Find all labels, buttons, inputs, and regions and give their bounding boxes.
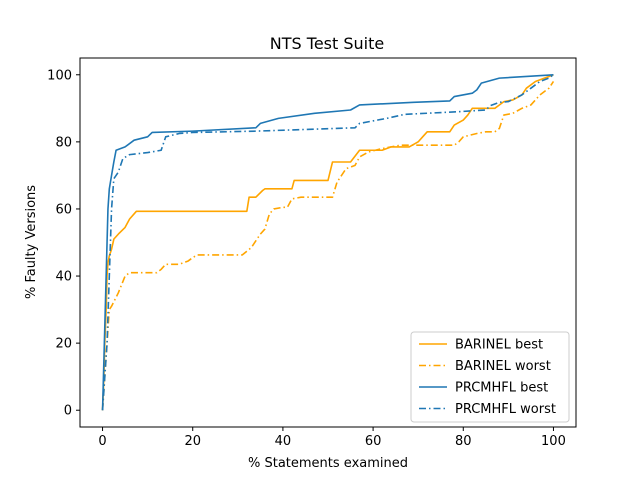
- x-tick-label: 80: [455, 434, 472, 449]
- x-axis-label: % Statements examined: [248, 456, 408, 471]
- plot-area: [101, 73, 555, 411]
- legend-box: [410, 331, 570, 423]
- y-tick-label: 0: [64, 404, 72, 419]
- legend: BARINEL best BARINEL worst PRCMHFL best PRC…: [410, 331, 570, 423]
- chart-title: NTS Test Suite: [270, 34, 384, 53]
- axes-frame: [79, 57, 577, 428]
- x-tick-label: 20: [184, 434, 201, 449]
- y-tick-label: 80: [55, 135, 72, 150]
- legend-label: PRCMHFL worst: [455, 402, 556, 417]
- y-axis: 0 20 40 60 80 100: [47, 68, 80, 419]
- y-tick-label: 60: [55, 202, 72, 217]
- x-tick-label: 100: [541, 434, 566, 449]
- legend-label: PRCMHFL best: [455, 381, 548, 396]
- x-tick-label: 60: [365, 434, 382, 449]
- legend-label: BARINEL best: [455, 338, 543, 353]
- x-tick-label: 40: [275, 434, 292, 449]
- series-line-barinel-best: [101, 74, 554, 411]
- x-tick-label: 0: [98, 434, 106, 449]
- y-tick-label: 40: [55, 270, 72, 285]
- y-axis-label: % Faulty Versions: [24, 185, 39, 299]
- series-line-barinel-worst: [101, 81, 555, 411]
- legend-label: BARINEL worst: [455, 359, 551, 374]
- y-tick-label: 20: [55, 337, 72, 352]
- x-axis: 0 20 40 60 80 100: [98, 427, 566, 449]
- series-line-prcmhfl-worst: [101, 74, 554, 411]
- y-tick-label: 100: [47, 68, 72, 83]
- series-line-prcmhfl-best: [101, 73, 554, 411]
